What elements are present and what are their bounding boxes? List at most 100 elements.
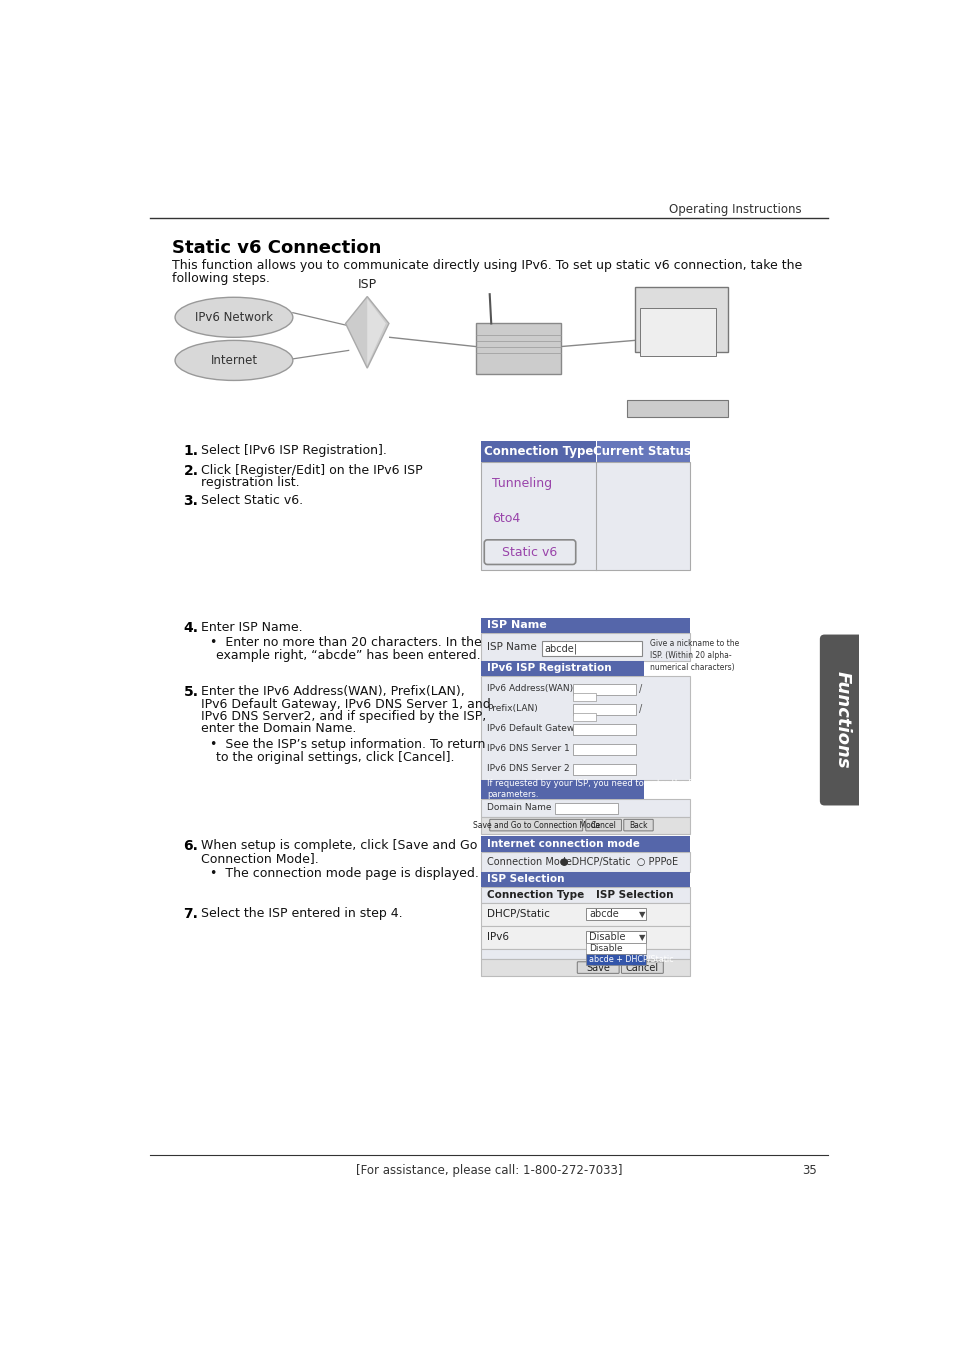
FancyBboxPatch shape [585, 954, 645, 965]
Text: •  The connection mode page is displayed.: • The connection mode page is displayed. [210, 867, 478, 880]
Text: Connection Type: Connection Type [483, 445, 593, 458]
FancyBboxPatch shape [541, 640, 641, 656]
Text: Internet: Internet [211, 355, 257, 367]
Text: ▼: ▼ [639, 933, 645, 942]
FancyBboxPatch shape [480, 926, 690, 949]
Text: Connection Mode: Connection Mode [487, 857, 572, 867]
Text: Enter the IPv6 Address(WAN), Prefix(LAN),: Enter the IPv6 Address(WAN), Prefix(LAN)… [200, 685, 464, 698]
Text: Back: Back [629, 821, 647, 829]
Text: /: / [639, 704, 642, 714]
Text: DHCP/Static: DHCP/Static [487, 909, 550, 919]
Text: 2.: 2. [183, 464, 198, 477]
FancyBboxPatch shape [819, 635, 862, 806]
Text: •  Enter no more than 20 characters. In the: • Enter no more than 20 characters. In t… [210, 636, 481, 650]
Text: Static v6: Static v6 [502, 546, 558, 558]
FancyBboxPatch shape [634, 287, 727, 352]
FancyBboxPatch shape [572, 713, 596, 721]
Text: Select Static v6.: Select Static v6. [200, 495, 302, 507]
FancyBboxPatch shape [572, 693, 596, 701]
Polygon shape [367, 299, 385, 365]
FancyBboxPatch shape [639, 309, 716, 356]
Text: ISP Name: ISP Name [487, 642, 537, 652]
FancyBboxPatch shape [596, 441, 690, 462]
Text: Disable: Disable [588, 944, 622, 953]
FancyBboxPatch shape [585, 944, 645, 954]
FancyBboxPatch shape [585, 909, 645, 921]
Text: Give a nickname to the
ISP. (Within 20 alpha-
numerical characters): Give a nickname to the ISP. (Within 20 a… [649, 639, 739, 671]
FancyBboxPatch shape [620, 961, 662, 973]
Polygon shape [345, 297, 389, 368]
Ellipse shape [174, 298, 293, 337]
FancyBboxPatch shape [489, 820, 582, 830]
FancyBboxPatch shape [623, 820, 653, 830]
Text: Disable: Disable [588, 933, 625, 942]
Text: 4.: 4. [183, 620, 198, 635]
FancyBboxPatch shape [572, 724, 636, 735]
FancyBboxPatch shape [572, 704, 636, 714]
Text: IPv6 ISP Registration: IPv6 ISP Registration [487, 663, 612, 674]
FancyBboxPatch shape [480, 661, 643, 677]
FancyBboxPatch shape [480, 798, 690, 817]
Text: ● DHCP/Static  ○ PPPoE: ● DHCP/Static ○ PPPoE [559, 857, 678, 867]
Text: IPv6 Network: IPv6 Network [194, 311, 273, 324]
FancyBboxPatch shape [480, 677, 690, 780]
Text: 1.: 1. [183, 443, 198, 457]
Ellipse shape [174, 341, 293, 380]
Text: IPv6 DNS Server2, and if specified by the ISP,: IPv6 DNS Server2, and if specified by th… [200, 710, 485, 723]
Text: Click [Register/Edit] on the IPv6 ISP: Click [Register/Edit] on the IPv6 ISP [200, 464, 422, 477]
Text: IPv6 DNS Server 2: IPv6 DNS Server 2 [487, 764, 569, 772]
Text: Cancel: Cancel [625, 962, 659, 972]
FancyBboxPatch shape [555, 803, 618, 814]
Text: Cancel: Cancel [590, 821, 616, 829]
FancyBboxPatch shape [585, 931, 645, 944]
FancyBboxPatch shape [572, 683, 636, 694]
Text: abcde|: abcde| [544, 643, 578, 654]
Text: If requested by your ISP, you need to enter the following
parameters.: If requested by your ISP, you need to en… [487, 779, 726, 799]
Text: ▼: ▼ [639, 910, 645, 918]
FancyBboxPatch shape [585, 820, 620, 830]
FancyBboxPatch shape [572, 744, 636, 755]
Text: Select the ISP entered in step 4.: Select the ISP entered in step 4. [200, 907, 402, 921]
Text: abcde + DHCP/Static: abcde + DHCP/Static [588, 954, 673, 964]
Text: 3.: 3. [183, 495, 198, 508]
FancyBboxPatch shape [480, 887, 690, 903]
FancyBboxPatch shape [480, 872, 690, 887]
Text: 7.: 7. [183, 907, 198, 921]
FancyBboxPatch shape [480, 634, 690, 661]
FancyBboxPatch shape [484, 539, 575, 565]
Text: Static v6 Connection: Static v6 Connection [172, 239, 381, 256]
Text: Enter ISP Name.: Enter ISP Name. [200, 620, 302, 634]
Text: /: / [639, 685, 642, 694]
Text: Save: Save [586, 962, 610, 972]
FancyBboxPatch shape [572, 764, 636, 775]
FancyBboxPatch shape [480, 903, 690, 926]
Text: Functions: Functions [833, 671, 850, 768]
Text: 5.: 5. [183, 685, 198, 700]
Text: registration list.: registration list. [200, 476, 299, 489]
Text: abcde: abcde [588, 909, 618, 919]
Text: This function allows you to communicate directly using IPv6. To set up static v6: This function allows you to communicate … [172, 259, 801, 272]
FancyBboxPatch shape [480, 462, 690, 570]
FancyBboxPatch shape [626, 400, 727, 418]
Text: [For assistance, please call: 1-800-272-7033]: [For assistance, please call: 1-800-272-… [355, 1163, 621, 1177]
Text: Domain Name: Domain Name [487, 803, 551, 813]
Text: IPv6: IPv6 [487, 933, 509, 942]
Text: ISP: ISP [357, 278, 376, 291]
Text: •  See the ISP’s setup information. To return: • See the ISP’s setup information. To re… [210, 737, 485, 751]
Text: IPv6 DNS Server 1: IPv6 DNS Server 1 [487, 744, 570, 754]
Text: Save and Go to Connection Mode: Save and Go to Connection Mode [472, 821, 599, 829]
FancyBboxPatch shape [480, 617, 690, 634]
Text: ISP Name: ISP Name [487, 620, 547, 631]
Text: Prefix(LAN): Prefix(LAN) [487, 704, 537, 713]
Text: 35: 35 [801, 1163, 816, 1177]
FancyBboxPatch shape [480, 960, 690, 976]
Text: Connection Type: Connection Type [487, 890, 584, 900]
Text: When setup is complete, click [Save and Go to: When setup is complete, click [Save and … [200, 840, 493, 852]
FancyBboxPatch shape [577, 961, 618, 973]
Text: Internet connection mode: Internet connection mode [487, 838, 639, 849]
Text: 6.: 6. [183, 840, 198, 853]
Text: Tunneling: Tunneling [492, 477, 552, 491]
FancyBboxPatch shape [480, 817, 690, 834]
Text: to the original settings, click [Cancel].: to the original settings, click [Cancel]… [216, 751, 455, 764]
FancyBboxPatch shape [480, 852, 690, 872]
